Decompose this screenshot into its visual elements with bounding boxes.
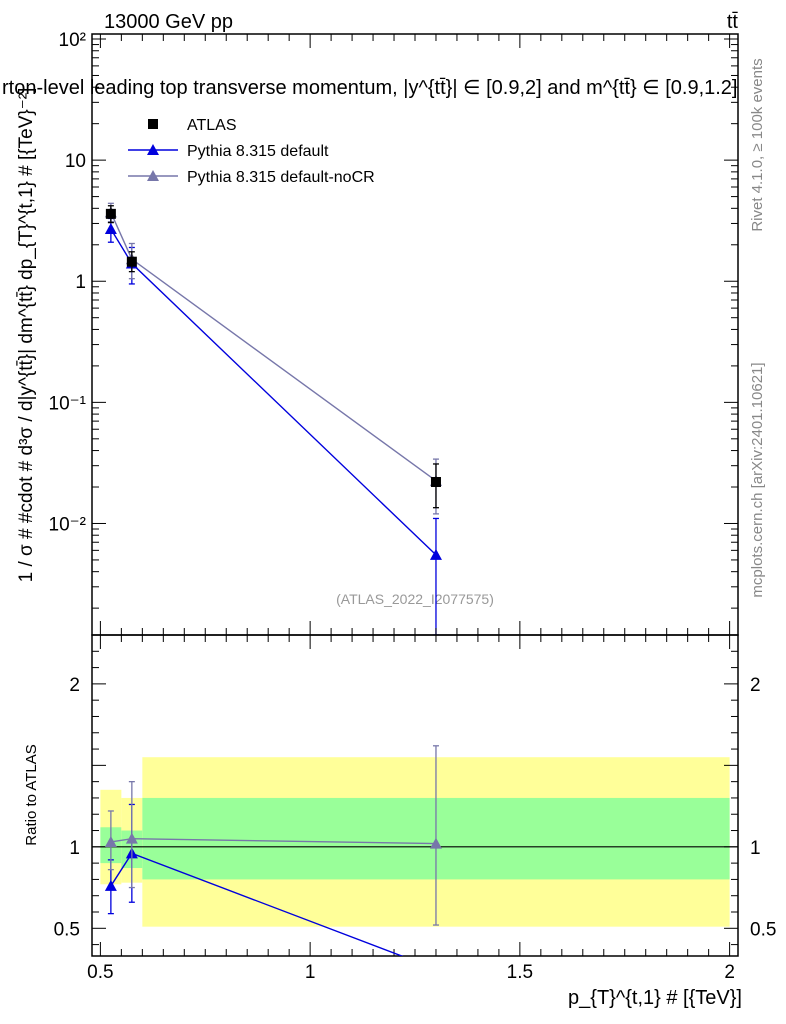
ratio-y-tick-label-right: 0.5 [750,919,776,940]
rivet-label: Rivet 4.1.0, ≥ 100k events [749,58,766,231]
ratio-y-tick-label-left: 2 [69,675,80,696]
series-line-pythia-8-315-default [110,228,437,556]
x-tick-label: 0.5 [87,962,113,983]
data-point-atlas [126,256,137,267]
x-axis-title: p_{T}^{t,1} # [{TeV}] [568,987,742,1009]
ratio-y-tick-label-right: 1 [750,838,761,859]
data-point-pythia-8-315-default [429,548,442,560]
ratio-point-pythia-8-315-default-nocr [429,837,442,849]
data-point-atlas [105,208,116,219]
main-title: rton-level leading top transverse moment… [2,77,738,99]
mcplots-label: mcplots.cern.ch [arXiv:2401.10621] [749,362,766,597]
ratio-point-pythia-8-315-default [104,879,117,891]
ratio-point-pythia-8-315-default-nocr [104,835,117,847]
x-tick-label: 2 [724,962,735,983]
y-tick-label: 10² [59,30,86,51]
data-point-atlas [430,477,441,488]
ratio-y-tick-label-left: 0.5 [54,919,80,940]
data-point-pythia-8-315-default [104,222,117,234]
ratio-point-pythia-8-315-default-nocr [125,832,138,844]
series-line-pythia-8-315-default-nocr [110,212,437,482]
ratio-y-axis-title: Ratio to ATLAS [23,744,40,845]
ratio-panel: 0.5 1 1.5 2 0.5 0.5 1 1 2 2 [54,621,776,983]
x-tick-label: 1.5 [507,962,533,983]
main-series-layer [104,202,442,635]
ratio-y-tick-label-right: 2 [750,675,761,696]
main-panel: 10⁻² 10⁻¹ 1 10 10² ATLAS Pythia 8.315 default P… [49,30,739,636]
analysis-watermark: (ATLAS_2022_I2077575) [336,591,494,607]
legend-label-atlas: ATLAS [187,117,237,134]
ratio-series-layer [104,745,442,956]
legend-marker-atlas [148,119,158,129]
y-tick-label: 1 [75,272,86,293]
x-tick-label: 1 [305,962,316,983]
energy-label: 13000 GeV pp [104,11,233,33]
ratio-y-tick-label-left: 1 [69,838,80,859]
legend-label-pythia-8-315-default-nocr: Pythia 8.315 default-noCR [187,169,375,186]
y-tick-label: 10 [65,151,86,172]
legend: ATLAS Pythia 8.315 default Pythia 8.315 de… [128,117,375,186]
y-tick-label: 10⁻² [49,514,87,535]
legend-label-pythia-8-315-default: Pythia 8.315 default [187,143,329,160]
main-y-axis-title: 1 / σ # #cdot # d³σ / d|y^{tt̄}| dm^{tt̄… [16,88,37,583]
y-tick-label: 10⁻¹ [49,393,87,414]
process-label: tt̄ [727,11,739,33]
legend-marker-pythia-8-315-default [147,144,159,155]
legend-marker-pythia-8-315-default-nocr [147,170,159,181]
